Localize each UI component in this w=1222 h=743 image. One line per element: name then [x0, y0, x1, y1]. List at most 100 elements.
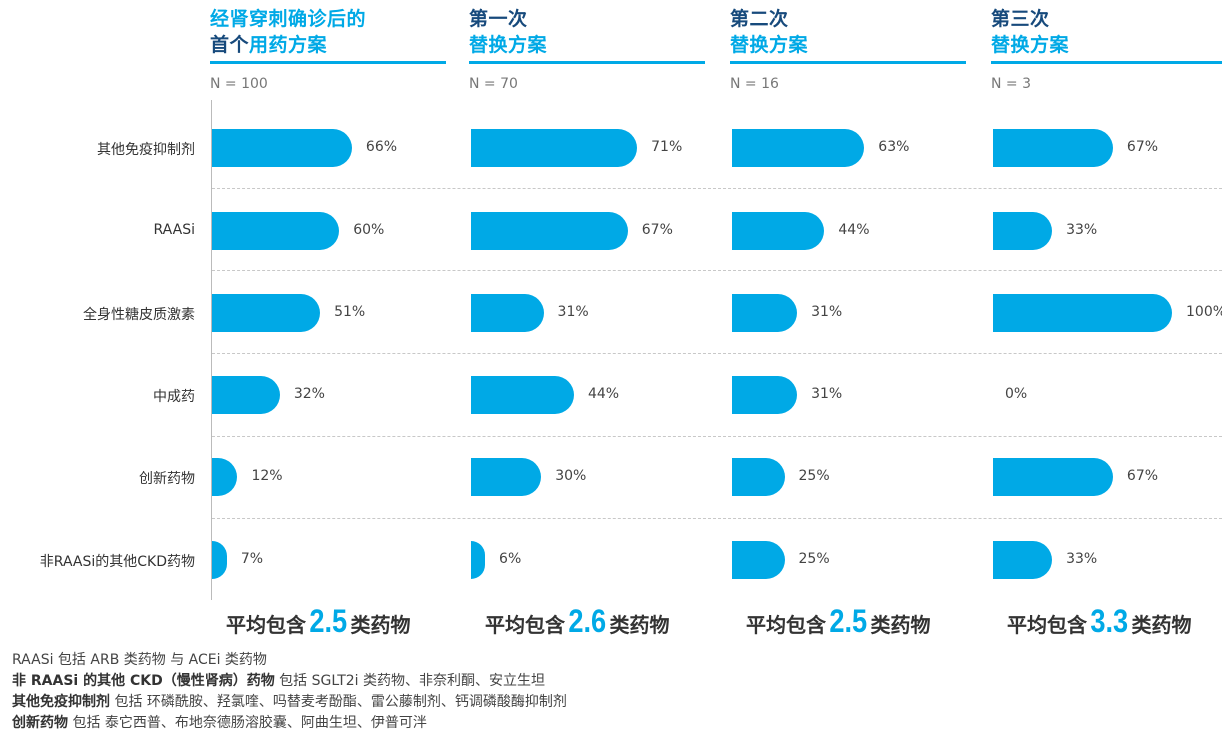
footnotes: RAASi 包括 ARB 类药物 与 ACEi 类药物非 RAASi 的其他 C…	[12, 650, 567, 734]
data-label: 31%	[557, 304, 589, 320]
bar	[471, 212, 628, 250]
data-label: 25%	[798, 468, 830, 484]
bar	[993, 212, 1053, 250]
column-title: 第二次 替换方案	[730, 6, 970, 58]
avg-prefix: 平均包含	[746, 613, 826, 637]
bar	[732, 129, 865, 167]
title-part: 替换方案	[469, 34, 548, 56]
avg-prefix: 平均包含	[485, 613, 565, 637]
avg-value: 3.3	[1090, 603, 1129, 639]
footnote-line: RAASi 包括 ARB 类药物 与 ACEi 类药物	[12, 650, 567, 671]
footnote-term: 非 RAASi 的其他 CKD（慢性肾病）药物	[12, 673, 275, 689]
data-label: 67%	[1126, 139, 1159, 155]
footnote-line: 创新药物 包括 泰它西普、布地奈德肠溶胶囊、阿曲生坦、伊普可泮	[12, 713, 567, 734]
bar	[471, 458, 542, 496]
average-summary: 平均包含 3.3 类药物	[1007, 603, 1191, 640]
footnote-term: 其他免疫抑制剂	[12, 694, 110, 710]
title-part: 第二次	[730, 8, 789, 30]
sample-size: N = 100	[210, 76, 268, 92]
data-label: 7%	[240, 551, 264, 567]
footnote-term: RAASi	[12, 652, 54, 668]
avg-suffix: 类药物	[870, 613, 931, 637]
avg-suffix: 类药物	[1131, 613, 1192, 637]
data-label: 32%	[293, 386, 325, 402]
data-label: 31%	[811, 386, 843, 402]
data-label: 33%	[1066, 222, 1098, 238]
footnote-text: 包括 SGLT2i 类药物、非奈利酮、安立生坦	[274, 673, 546, 689]
title-part: 替换方案	[991, 34, 1070, 56]
avg-suffix: 类药物	[609, 613, 670, 637]
avg-suffix: 类药物	[350, 613, 411, 637]
column-title: 经肾穿刺确诊后的 首个用药方案	[210, 6, 450, 58]
bar	[993, 294, 1172, 332]
data-label: 60%	[353, 222, 385, 238]
bar	[471, 294, 544, 332]
data-label: 0%	[1005, 386, 1028, 402]
data-label: 44%	[838, 222, 870, 238]
title-part: 经肾穿刺确诊后的	[210, 8, 367, 30]
category-label: 创新药物	[139, 471, 195, 487]
data-label: 100%	[1186, 304, 1222, 320]
data-label: 66%	[365, 139, 398, 155]
data-label: 71%	[651, 139, 683, 155]
bar	[212, 212, 340, 250]
sample-size: N = 3	[991, 76, 1032, 92]
title-part: 第一次	[469, 8, 528, 30]
footnote-line: 其他免疫抑制剂 包括 环磷酰胺、羟氯喹、吗替麦考酚酯、雷公藤制剂、钙调磷酸酶抑制…	[12, 692, 567, 713]
column-rule	[730, 61, 966, 64]
bar	[993, 458, 1113, 496]
avg-value: 2.6	[568, 603, 607, 639]
sample-size: N = 16	[730, 76, 779, 92]
data-label: 67%	[1126, 468, 1159, 484]
bar	[212, 541, 227, 579]
column-title: 第一次 替换方案	[469, 6, 709, 58]
bar	[993, 129, 1113, 167]
bar	[471, 376, 574, 414]
row-separator	[212, 270, 1222, 271]
category-label: 全身性糖皮质激素	[83, 307, 195, 323]
bar	[471, 129, 638, 167]
bar	[732, 212, 825, 250]
data-label: 63%	[878, 139, 910, 155]
column-title: 第三次 替换方案	[991, 6, 1222, 58]
category-label: 中成药	[153, 389, 195, 405]
bar	[732, 294, 798, 332]
column-rule	[991, 61, 1222, 64]
bar	[732, 376, 798, 414]
data-label: 67%	[641, 222, 673, 238]
bar	[212, 129, 352, 167]
avg-prefix: 平均包含	[1007, 613, 1087, 637]
footnote-text: 包括 环磷酰胺、羟氯喹、吗替麦考酚酯、雷公藤制剂、钙调磷酸酶抑制剂	[110, 694, 567, 710]
category-label: RAASi	[153, 222, 195, 238]
data-label: 31%	[811, 304, 843, 320]
data-label: 44%	[587, 386, 620, 402]
data-label: 30%	[555, 468, 587, 484]
row-separator	[212, 436, 1222, 437]
bar	[993, 541, 1053, 579]
footnote-line: 非 RAASi 的其他 CKD（慢性肾病）药物 包括 SGLT2i 类药物、非奈…	[12, 671, 567, 692]
avg-prefix: 平均包含	[226, 613, 306, 637]
column-rule	[210, 61, 446, 64]
category-label: 非RAASi的其他CKD药物	[39, 554, 195, 570]
footnote-text: 包括 泰它西普、布地奈德肠溶胶囊、阿曲生坦、伊普可泮	[68, 715, 427, 731]
data-label: 6%	[499, 551, 522, 567]
title-part: 首个	[210, 34, 250, 56]
data-label: 25%	[798, 551, 830, 567]
average-summary: 平均包含 2.6 类药物	[485, 603, 669, 640]
bar	[212, 458, 238, 496]
average-summary: 平均包含 2.5 类药物	[746, 603, 930, 640]
column-rule	[469, 61, 705, 64]
bar	[732, 541, 785, 579]
title-part: 用药方案	[249, 34, 328, 56]
data-label: 33%	[1066, 551, 1098, 567]
bar	[732, 458, 785, 496]
bar	[471, 541, 486, 579]
row-separator	[212, 353, 1222, 354]
title-part: 替换方案	[730, 34, 809, 56]
row-separator	[212, 188, 1222, 189]
avg-value: 2.5	[829, 603, 868, 639]
row-separator	[212, 518, 1222, 519]
average-summary: 平均包含 2.5 类药物	[226, 603, 410, 640]
avg-value: 2.5	[309, 603, 348, 639]
footnote-text: 包括 ARB 类药物 与 ACEi 类药物	[53, 652, 267, 668]
